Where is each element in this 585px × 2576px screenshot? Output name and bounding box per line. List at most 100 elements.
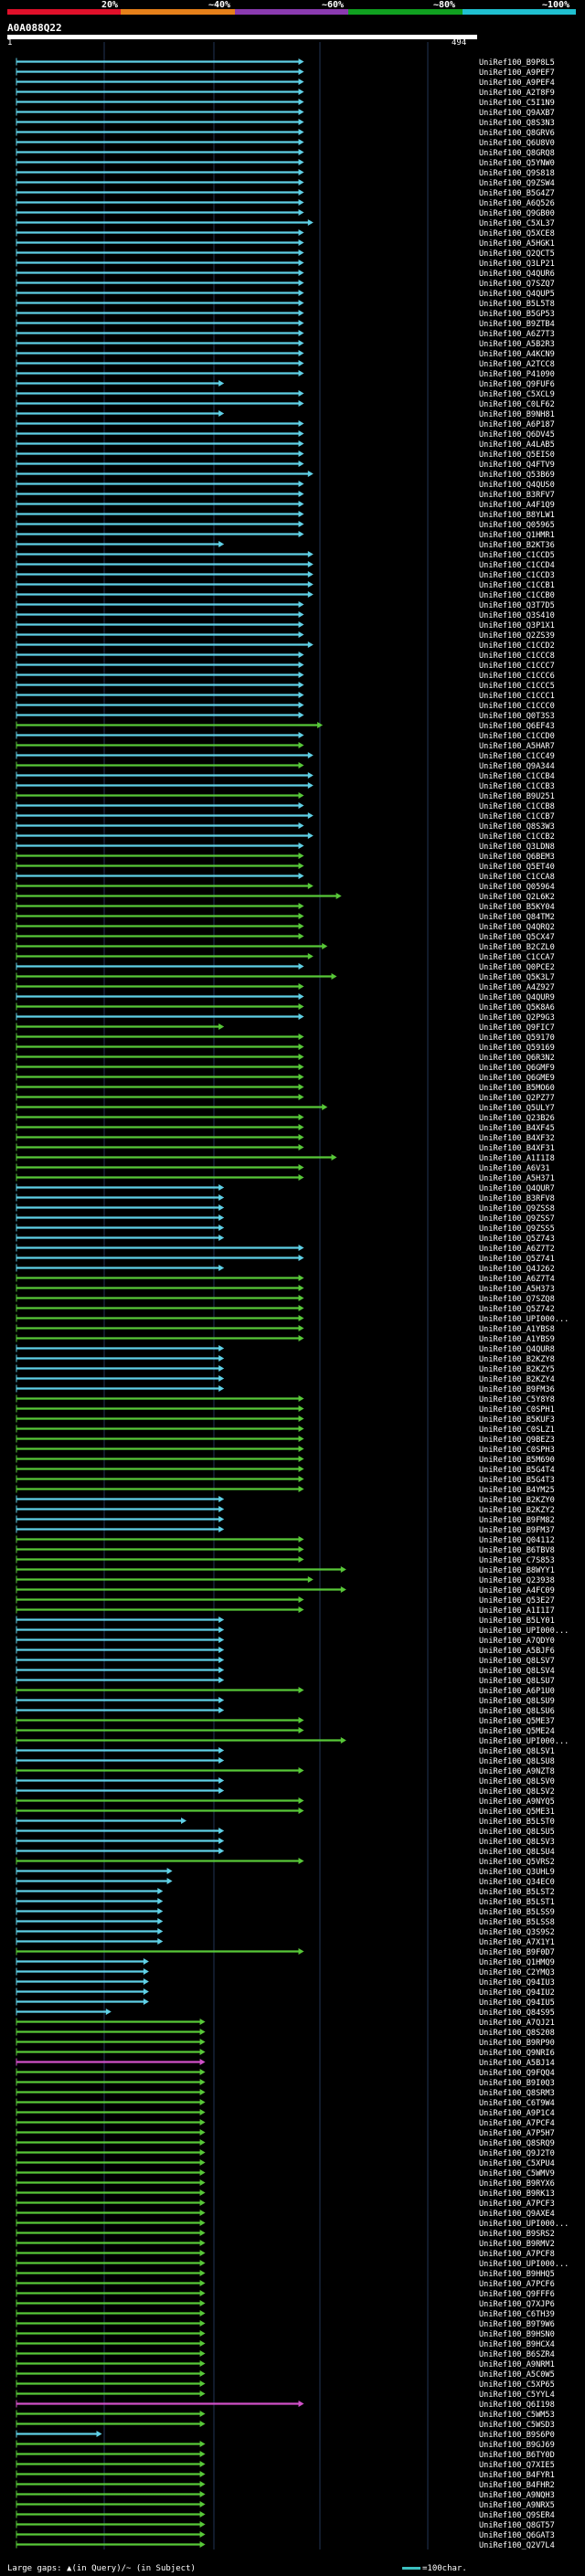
hit-label[interactable]: UniRef100_A6P187 xyxy=(479,420,555,429)
hit-row[interactable]: UniRef100_B5KUF3 xyxy=(16,1415,555,1426)
hit-row[interactable]: UniRef100_B5M690 xyxy=(16,1455,555,1466)
hit-label[interactable]: UniRef100_A7PCF3 xyxy=(479,2200,555,2209)
hit-row[interactable]: UniRef100_Q8LSV7 xyxy=(16,1656,555,1667)
hit-label[interactable]: UniRef100_UPI000... xyxy=(479,1627,569,1636)
hit-label[interactable]: UniRef100_A4F1Q9 xyxy=(479,501,555,510)
hit-row[interactable]: UniRef100_B9NH81 xyxy=(16,409,555,420)
hit-row[interactable]: UniRef100_A7PCF4 xyxy=(16,2118,555,2129)
hit-label[interactable]: UniRef100_B9S6P0 xyxy=(479,2431,555,2440)
hit-label[interactable]: UniRef100_B2CZL0 xyxy=(479,943,555,952)
hit-row[interactable]: UniRef100_Q8LSV1 xyxy=(16,1746,555,1757)
hit-row[interactable]: UniRef100_B5G4T3 xyxy=(16,1475,555,1486)
hit-row[interactable]: UniRef100_Q9AXE4 xyxy=(16,2209,555,2220)
hit-label[interactable]: UniRef100_UPI000... xyxy=(479,2260,569,2269)
hit-row[interactable]: UniRef100_Q8S3W3 xyxy=(16,822,555,832)
hit-label[interactable]: UniRef100_B8WYY1 xyxy=(479,1566,555,1575)
hit-row[interactable]: UniRef100_Q4QRQ2 xyxy=(16,922,555,933)
hit-label[interactable]: UniRef100_A7X1Y1 xyxy=(479,1938,555,1947)
hit-row[interactable]: UniRef100_Q5ME24 xyxy=(16,1726,555,1737)
hit-label[interactable]: UniRef100_A5BJF6 xyxy=(479,1647,555,1656)
hit-label[interactable]: UniRef100_Q3S410 xyxy=(479,611,555,620)
hit-label[interactable]: UniRef100_A6Z7T3 xyxy=(479,330,555,339)
hit-label[interactable]: UniRef100_Q9BEZ3 xyxy=(479,1436,555,1445)
hit-row[interactable]: UniRef100_B4FYR1 xyxy=(16,2470,555,2481)
hit-label[interactable]: UniRef100_Q94IU2 xyxy=(479,1988,555,1998)
hit-label[interactable]: UniRef100_Q4QUR8 xyxy=(479,1345,555,1354)
hit-row[interactable]: UniRef100_B9U251 xyxy=(16,791,555,802)
hit-label[interactable]: UniRef100_Q6GMF9 xyxy=(479,1064,555,1073)
hit-label[interactable]: UniRef100_Q8S208 xyxy=(479,2029,555,2038)
hit-label[interactable]: UniRef100_A5H373 xyxy=(479,1285,555,1294)
hit-label[interactable]: UniRef100_Q23B26 xyxy=(479,1114,555,1123)
hit-row[interactable]: UniRef100_Q8GT57 xyxy=(16,2520,555,2531)
hit-label[interactable]: UniRef100_A7PCF8 xyxy=(479,2250,555,2259)
hit-row[interactable]: UniRef100_B5LST1 xyxy=(16,1897,555,1908)
hit-label[interactable]: UniRef100_A7QJ21 xyxy=(479,2019,555,2028)
hit-label[interactable]: UniRef100_B5LST1 xyxy=(479,1898,555,1907)
hit-label[interactable]: UniRef100_B9RMV2 xyxy=(479,2240,555,2249)
hit-label[interactable]: UniRef100_A4LAB5 xyxy=(479,440,555,450)
hit-label[interactable]: UniRef100_A9NRX5 xyxy=(479,2501,555,2510)
hit-label[interactable]: UniRef100_Q04112 xyxy=(479,1536,555,1545)
hit-label[interactable]: UniRef100_Q4QUS0 xyxy=(479,481,555,490)
hit-row[interactable]: UniRef100_Q9ZSS5 xyxy=(16,1224,555,1235)
hit-row[interactable]: UniRef100_A6Q526 xyxy=(16,198,555,209)
hit-row[interactable]: UniRef100_C1CCB4 xyxy=(16,771,555,782)
hit-row[interactable]: UniRef100_B9S6P0 xyxy=(16,2430,555,2441)
hit-label[interactable]: UniRef100_Q4QUR9 xyxy=(479,993,555,1002)
hit-row[interactable]: UniRef100_Q8LSU9 xyxy=(16,1696,555,1707)
hit-row[interactable]: UniRef100_B4XF32 xyxy=(16,1133,555,1144)
hit-row[interactable]: UniRef100_A7PCF8 xyxy=(16,2249,555,2260)
hit-label[interactable]: UniRef100_C7S853 xyxy=(479,1556,555,1565)
hit-label[interactable]: UniRef100_A9PEF4 xyxy=(479,79,555,88)
hit-label[interactable]: UniRef100_Q9FFF6 xyxy=(479,2290,555,2299)
hit-row[interactable]: UniRef100_Q9BEZ3 xyxy=(16,1435,555,1446)
hit-label[interactable]: UniRef100_B5G4T3 xyxy=(479,1476,555,1485)
hit-row[interactable]: UniRef100_C5WMV9 xyxy=(16,2168,555,2179)
hit-row[interactable]: UniRef100_Q7XJP6 xyxy=(16,2299,555,2310)
hit-row[interactable]: UniRef100_B5MO60 xyxy=(16,1083,555,1094)
hit-label[interactable]: UniRef100_Q53E27 xyxy=(479,1596,555,1606)
hit-label[interactable]: UniRef100_B5GP53 xyxy=(479,310,555,319)
hit-label[interactable]: UniRef100_C0SLZ1 xyxy=(479,1426,555,1435)
hit-label[interactable]: UniRef100_Q8LSV7 xyxy=(479,1657,555,1666)
hit-label[interactable]: UniRef100_Q5ME31 xyxy=(479,1807,555,1817)
hit-row[interactable]: UniRef100_B3RFV8 xyxy=(16,1193,555,1204)
hit-row[interactable]: UniRef100_Q2L6K2 xyxy=(16,892,555,903)
hit-row[interactable]: UniRef100_A9NRX5 xyxy=(16,2500,555,2511)
hit-row[interactable]: UniRef100_C6TH39 xyxy=(16,2309,555,2320)
hit-label[interactable]: UniRef100_Q5K3L7 xyxy=(479,973,555,982)
hit-row[interactable]: UniRef100_B5KY04 xyxy=(16,902,555,913)
hit-label[interactable]: UniRef100_C6TH39 xyxy=(479,2310,555,2319)
hit-row[interactable]: UniRef100_B2KZY2 xyxy=(16,1505,555,1516)
hit-label[interactable]: UniRef100_Q84S95 xyxy=(479,2009,555,2018)
hit-label[interactable]: UniRef100_C1CCC0 xyxy=(479,702,555,711)
hit-row[interactable]: UniRef100_Q4QUR6 xyxy=(16,269,555,280)
hit-label[interactable]: UniRef100_Q3T7D5 xyxy=(479,601,555,610)
hit-label[interactable]: UniRef100_Q59170 xyxy=(479,1034,555,1043)
hit-row[interactable]: UniRef100_Q5VRS2 xyxy=(16,1857,555,1868)
hit-row[interactable]: UniRef100_C5XP65 xyxy=(16,2380,555,2390)
hit-row[interactable]: UniRef100_Q8LSU6 xyxy=(16,1706,555,1717)
hit-row[interactable]: UniRef100_C1CCD3 xyxy=(16,570,555,581)
hit-row[interactable]: UniRef100_A6Z7T2 xyxy=(16,1244,555,1255)
hit-row[interactable]: UniRef100_B9HHQ5 xyxy=(16,2269,555,2280)
hit-row[interactable]: UniRef100_A1I1I8 xyxy=(16,1153,555,1164)
hit-label[interactable]: UniRef100_Q6EF43 xyxy=(479,722,555,731)
hit-row[interactable]: UniRef100_B2KZY0 xyxy=(16,1495,555,1506)
hit-label[interactable]: UniRef100_A5HGK1 xyxy=(479,239,555,249)
hit-row[interactable]: UniRef100_B5LST2 xyxy=(16,1887,555,1898)
hit-row[interactable]: UniRef100_Q8GRV6 xyxy=(16,128,555,139)
hit-row[interactable]: UniRef100_A4FC09 xyxy=(16,1585,555,1596)
hit-row[interactable]: UniRef100_B2KZY8 xyxy=(16,1354,555,1365)
hit-row[interactable]: UniRef100_Q23B26 xyxy=(16,1113,555,1124)
hit-row[interactable]: UniRef100_B4FHR2 xyxy=(16,2480,555,2491)
hit-label[interactable]: UniRef100_Q34EC0 xyxy=(479,1878,555,1887)
hit-row[interactable]: UniRef100_Q6R3N2 xyxy=(16,1053,555,1064)
hit-label[interactable]: UniRef100_B8YLW1 xyxy=(479,511,555,520)
hit-row[interactable]: UniRef100_C1CCD2 xyxy=(16,641,555,652)
hit-label[interactable]: UniRef100_Q5ME37 xyxy=(479,1717,555,1726)
hit-label[interactable]: UniRef100_C5WSD3 xyxy=(479,2421,555,2430)
hit-label[interactable]: UniRef100_C1CCD4 xyxy=(479,561,555,570)
hit-row[interactable]: UniRef100_Q9ZSS8 xyxy=(16,1203,555,1214)
